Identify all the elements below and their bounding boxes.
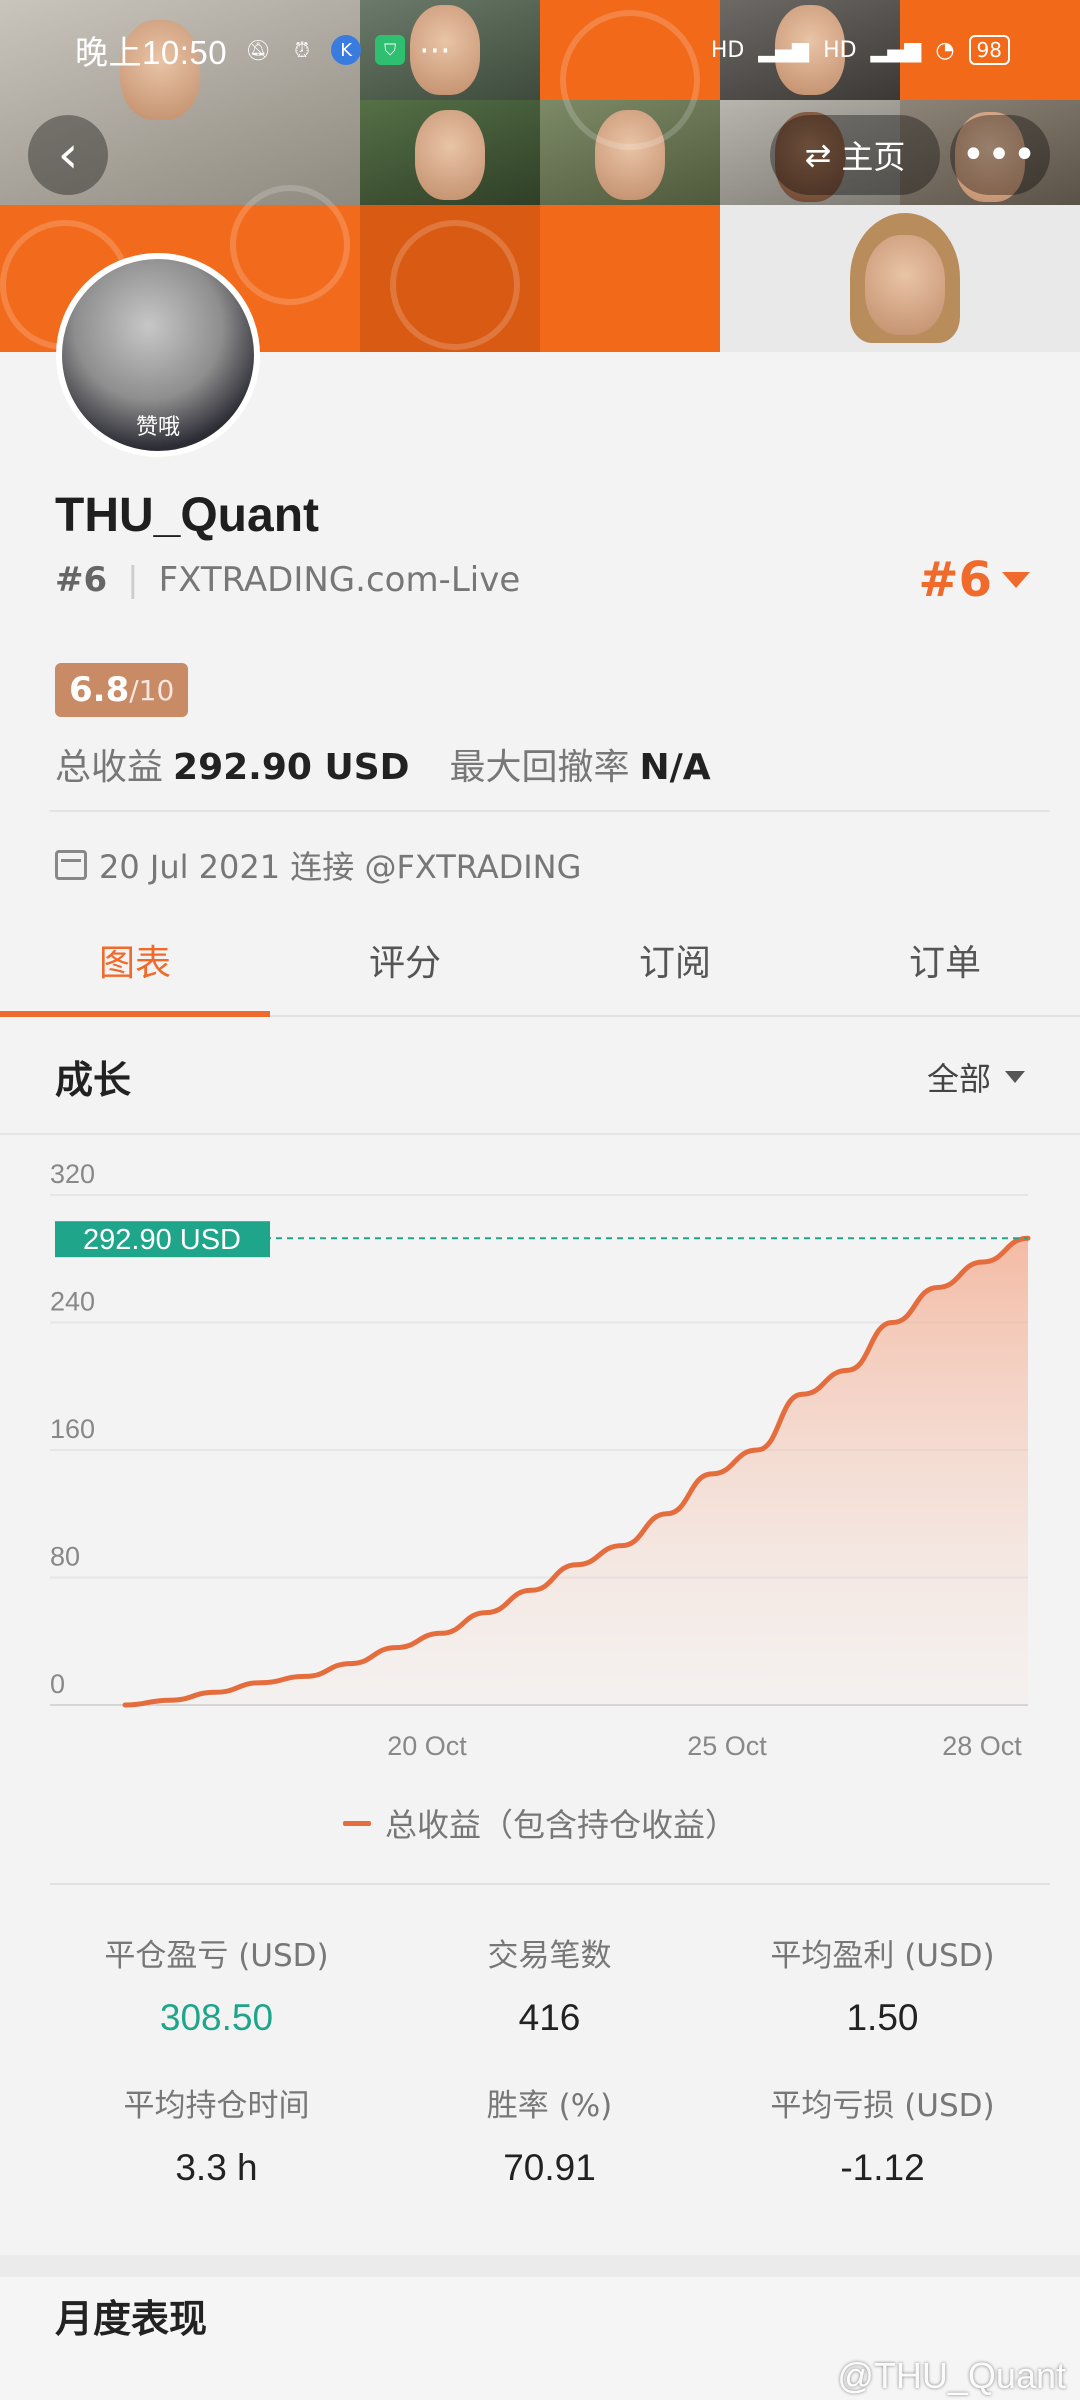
growth-header: 成长 全部 — [0, 1020, 1080, 1135]
stat-win-rate: 胜率 (%) 70.91 — [383, 2080, 716, 2189]
y-tick-label: 80 — [50, 1542, 80, 1572]
joined-text: 20 Jul 2021 连接 @FXTRADING — [99, 848, 582, 886]
monthly-section — [0, 2255, 1080, 2400]
trader-name: THU_Quant — [55, 489, 319, 542]
profit-label: 总收益 — [55, 747, 164, 788]
banner-photo — [720, 0, 900, 100]
status-bar: 晚上10:50 🔕︎ ⏰︎ K ⛉ ··· HD ▂▄▆ HD ▂▄▆ ◔ 98 — [0, 0, 1080, 100]
stat-value: 308.50 — [159, 1997, 274, 2038]
mute-bell-icon: 🔕︎ — [245, 38, 271, 62]
current-value-label: 292.90 USD — [83, 1224, 241, 1256]
current-value-badge — [55, 1221, 270, 1258]
tab-orders[interactable]: 订单 — [908, 943, 981, 984]
more-options-button[interactable]: ••• — [950, 115, 1050, 195]
watermark: @THU_Quant — [837, 2355, 1066, 2396]
status-time: 晚上10:50 — [75, 34, 228, 71]
monthly-title: 月度表现 — [55, 2297, 208, 2341]
shield-app-icon: ⛉ — [375, 35, 406, 65]
y-tick-label: 320 — [50, 1159, 95, 1189]
drawdown-value: N/A — [639, 747, 711, 788]
legend-label: 总收益（包含持仓收益） — [384, 1806, 737, 1844]
tab-chart[interactable]: 图表 — [0, 905, 270, 1017]
stat-label: 平均盈利 (USD) — [770, 1938, 995, 1974]
avatar-caption: 赞哦 — [135, 415, 180, 440]
more-notifications-icon: ··· — [419, 30, 451, 70]
banner-photo — [900, 100, 1080, 205]
stats-grid: 平仓盈亏 (USD) 308.50 交易笔数 416 平均盈利 (USD) 1.… — [50, 1883, 1050, 2188]
joined-line: 20 Jul 2021 连接 @FXTRADING — [55, 842, 581, 888]
tab-rating[interactable]: 评分 — [368, 943, 441, 984]
signal-icon: ▂▄▆ — [758, 37, 810, 63]
x-tick-label: 20 Oct — [387, 1731, 467, 1761]
broker-name: FXTRADING.com-Live — [158, 560, 521, 600]
legend-swatch — [342, 1820, 371, 1826]
banner-photo — [360, 100, 540, 205]
stat-label: 胜率 (%) — [486, 2088, 613, 2124]
growth-title: 成长 — [55, 1058, 132, 1102]
stat-label: 平均亏损 (USD) — [770, 2088, 995, 2124]
switch-icon: ⇄ — [804, 136, 832, 174]
stat-avg-profit: 平均盈利 (USD) 1.50 — [716, 1930, 1049, 2039]
stat-label: 交易笔数 — [487, 1938, 612, 1974]
score-badge: 6.8 /10 — [55, 663, 189, 717]
avatar[interactable]: 赞哦 — [56, 253, 260, 457]
tab-bar: 图表 评分 订阅 订单 — [0, 905, 1080, 1017]
more-dots-icon: ••• — [961, 132, 1039, 178]
banner-photo — [720, 205, 1080, 352]
banner-photo — [360, 0, 540, 100]
app-k-icon: K — [331, 35, 362, 65]
rank-separator: | — [127, 560, 139, 600]
range-filter-label: 全部 — [926, 1059, 991, 1098]
stat-trade-count: 交易笔数 416 — [383, 1930, 716, 2039]
stat-avg-loss: 平均亏损 (USD) -1.12 — [716, 2080, 1049, 2189]
y-tick-label: 0 — [50, 1669, 65, 1699]
battery-icon: 98 — [968, 35, 1010, 65]
rank-right-value: #6 — [918, 552, 992, 608]
stat-value: 3.3 h — [175, 2147, 258, 2188]
score-denominator: /10 — [129, 673, 175, 707]
tab-subscribe[interactable]: 订阅 — [638, 943, 711, 984]
y-tick-label: 240 — [50, 1287, 95, 1317]
caret-down-icon — [1002, 572, 1030, 588]
stat-value: -1.12 — [840, 2147, 925, 2188]
range-filter[interactable]: 全部 — [927, 1054, 1025, 1100]
signal-icon-2: ▂▄▆ — [870, 37, 922, 63]
rank-number: #6 — [55, 560, 108, 600]
stat-closed-pnl: 平仓盈亏 (USD) 308.50 — [50, 1930, 383, 2039]
divider — [50, 810, 1050, 812]
x-tick-label: 28 Oct — [942, 1731, 1022, 1761]
stat-label: 平均持仓时间 — [123, 2088, 310, 2124]
stat-label: 平仓盈亏 (USD) — [104, 1938, 329, 1974]
stat-value: 70.91 — [503, 2147, 596, 2188]
signal-label: HD — [710, 37, 745, 63]
stat-value: 1.50 — [846, 1997, 919, 2038]
back-button[interactable]: ‹ — [28, 115, 108, 195]
drawdown-label: 最大回撤率 — [449, 747, 630, 788]
series-line — [122, 1235, 1031, 1708]
growth-chart[interactable]: 0 80 160 240 320 292.90 USD 20 Oct 25 Oct 28 Oct — [0, 1140, 1080, 1840]
back-arrow-icon: ‹ — [57, 125, 79, 185]
stat-avg-hold-time: 平均持仓时间 3.3 h — [50, 2080, 383, 2189]
signal-label-2: HD — [823, 37, 857, 63]
x-tick-label: 25 Oct — [687, 1731, 767, 1761]
wifi-icon: ◔ — [935, 37, 955, 63]
profit-summary: 总收益 292.90 USD 最大回撤率 N/A — [55, 738, 711, 790]
rank-dropdown[interactable]: #6 — [918, 552, 1030, 608]
calendar-icon — [55, 850, 87, 880]
growth-chart-svg: 0 80 160 240 320 292.90 USD 20 Oct 25 Oct 28 Oct — [50, 1159, 1031, 1761]
home-button[interactable]: ⇄ 主页 — [770, 115, 940, 195]
alarm-icon: ⏰︎ — [294, 38, 310, 62]
banner-photo — [0, 0, 360, 205]
chart-legend: 总收益（包含持仓收益） — [0, 1800, 1080, 1846]
profit-value: 292.90 USD — [173, 747, 410, 788]
stat-value: 416 — [518, 1997, 581, 2038]
caret-down-icon — [1005, 1070, 1025, 1083]
area-fill — [125, 1238, 1028, 1705]
rank-line: #6 | FXTRADING.com-Live — [55, 560, 520, 600]
banner-photo — [720, 100, 900, 205]
y-tick-label: 160 — [50, 1414, 95, 1444]
profile-banner — [0, 0, 1080, 352]
score-value: 6.8 — [69, 670, 130, 710]
home-label: 主页 — [841, 138, 906, 176]
